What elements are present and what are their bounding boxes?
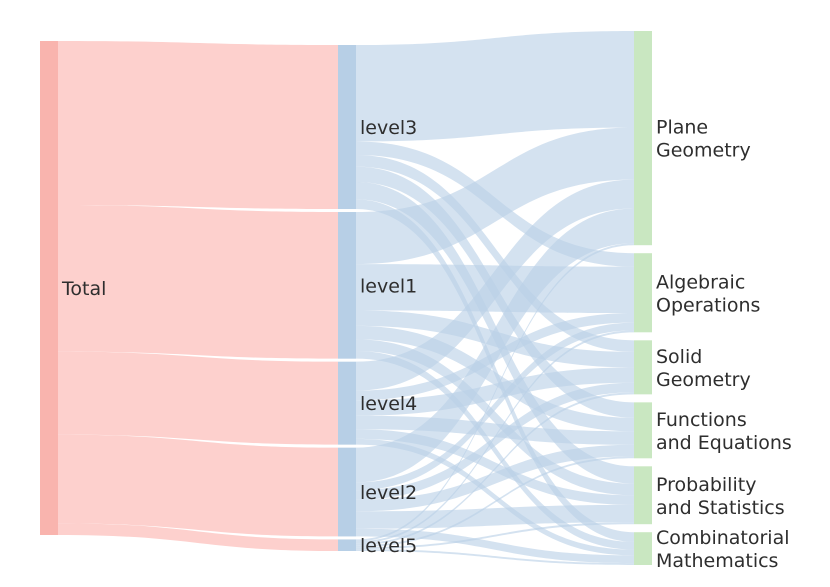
flow-level1-to-probability_statistics bbox=[356, 339, 634, 496]
flow-total-to-level4 bbox=[58, 351, 338, 445]
node-solid_geometry bbox=[634, 340, 652, 395]
node-level2 bbox=[338, 447, 356, 537]
node-label-level2: level2 bbox=[360, 482, 417, 504]
links-layer bbox=[58, 31, 634, 565]
node-level4 bbox=[338, 361, 356, 445]
nodes-layer bbox=[40, 31, 652, 565]
flow-level4-to-probability_statistics bbox=[356, 429, 634, 505]
flow-level3-to-combinatorial_mathematics bbox=[356, 199, 634, 542]
flow-level5-to-algebraic_operations bbox=[356, 330, 634, 544]
flow-level5-to-functions_equations bbox=[356, 456, 634, 548]
labels-layer: Total level3 level1 level4 level2 level5 Plane… bbox=[61, 117, 792, 573]
node-label-level3: level3 bbox=[360, 117, 417, 139]
node-label-algebraic_operations: Algebraic Operations bbox=[656, 271, 760, 316]
flow-level1-to-plane_geometry bbox=[356, 127, 634, 265]
flow-level1-to-functions_equations bbox=[356, 325, 634, 432]
flow-level4-to-combinatorial_mathematics bbox=[356, 438, 634, 556]
flow-level3-to-plane_geometry bbox=[356, 31, 634, 142]
node-level3 bbox=[338, 45, 356, 210]
node-label-level5: level5 bbox=[360, 535, 417, 557]
flow-total-to-level2 bbox=[58, 434, 338, 537]
node-label-functions_equations: Functions and Equations bbox=[656, 409, 792, 454]
flow-total-to-level1 bbox=[58, 205, 338, 359]
node-plane_geometry bbox=[634, 31, 652, 246]
node-algebraic_operations bbox=[634, 253, 652, 333]
flow-level3-to-solid_geometry bbox=[356, 154, 634, 352]
node-label-level1: level1 bbox=[360, 275, 417, 297]
flow-level5-to-probability_statistics bbox=[356, 522, 634, 550]
node-label-combinatorial_mathematics: Combinatorial Mathematics bbox=[656, 527, 790, 572]
flow-level2-to-probability_statistics bbox=[356, 504, 634, 529]
node-total bbox=[40, 41, 58, 535]
node-label-plane_geometry: Plane Geometry bbox=[656, 117, 751, 162]
node-label-total: Total bbox=[61, 278, 106, 300]
node-label-level4: level4 bbox=[360, 393, 417, 415]
flow-total-to-level3 bbox=[58, 41, 338, 210]
node-probability_statistics bbox=[634, 466, 652, 525]
flow-level4-to-plane_geometry bbox=[356, 179, 634, 391]
flow-total-to-level5 bbox=[58, 523, 338, 551]
flow-level2-to-functions_equations bbox=[356, 444, 634, 512]
node-level1 bbox=[338, 212, 356, 359]
node-label-probability_statistics: Probability and Statistics bbox=[656, 474, 785, 519]
node-combinatorial_mathematics bbox=[634, 532, 652, 565]
flow-level5-to-plane_geometry bbox=[356, 243, 634, 542]
flow-level2-to-solid_geometry bbox=[356, 382, 634, 500]
flow-level2-to-algebraic_operations bbox=[356, 322, 634, 491]
node-level5 bbox=[338, 539, 356, 551]
node-functions_equations bbox=[634, 402, 652, 459]
flow-level2-to-plane_geometry bbox=[356, 208, 634, 483]
flow-level5-to-solid_geometry bbox=[356, 392, 634, 546]
flow-level1-to-combinatorial_mathematics bbox=[356, 350, 634, 550]
flow-level5-to-combinatorial_mathematics bbox=[356, 549, 634, 565]
node-label-solid_geometry: Solid Geometry bbox=[656, 346, 751, 391]
